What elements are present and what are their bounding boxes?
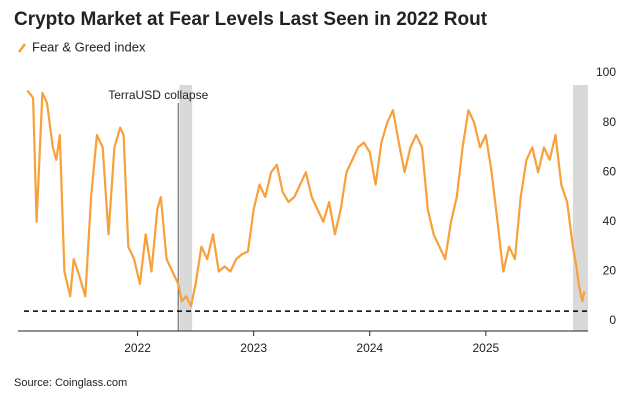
y-tick-label: 20 [603,264,617,278]
y-tick-label: 0 [609,313,616,327]
shaded-span [179,85,193,331]
legend-swatch [18,43,26,53]
y-tick-label: 100 [596,65,616,79]
x-tick-label: 2024 [356,341,383,355]
y-tick-label: 80 [603,115,617,129]
x-tick-label: 2025 [472,341,499,355]
line [26,89,586,308]
x-tick-label: 2023 [240,341,267,355]
y-tick-label: 40 [603,214,617,228]
y-tick-label: 60 [603,164,617,178]
annotation-label: TerraUSD collapse [108,88,208,102]
chart-title: Crypto Market at Fear Levels Last Seen i… [14,9,488,30]
source: Source: Coinglass.com [14,377,127,389]
legend-label: Fear & Greed index [32,39,146,54]
x-tick-label: 2022 [124,341,151,355]
